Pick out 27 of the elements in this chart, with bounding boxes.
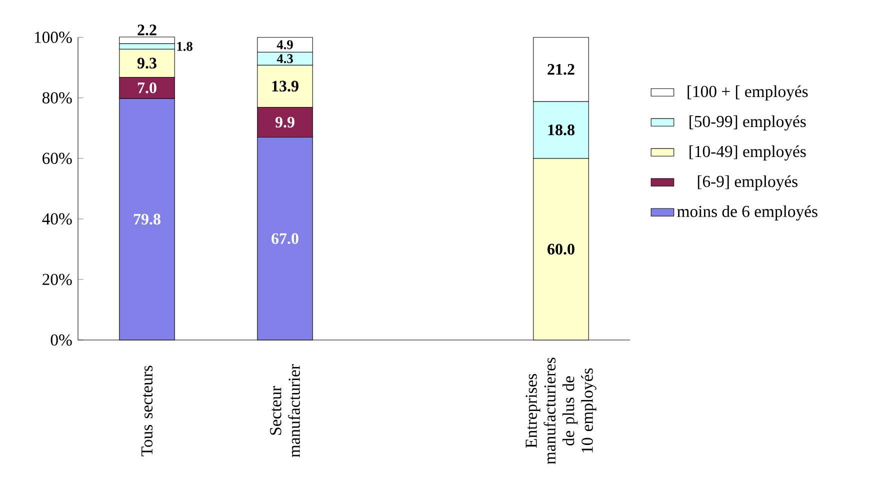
data-label: 18.8	[548, 124, 574, 136]
data-label: 60.0	[548, 244, 574, 255]
data-label: 4.3	[276, 54, 293, 64]
y-tick-label: 20%	[42, 274, 72, 286]
y-tick-label: 100%	[34, 32, 72, 43]
x-tick-label: Secteur manufacturier	[270, 364, 300, 458]
data-label: 9.9	[275, 116, 294, 128]
legend-label: moins de 6 employés	[677, 205, 818, 221]
legend-label: [50-99] employés	[690, 115, 806, 131]
y-tick-label: 80%	[42, 92, 72, 104]
data-label: 9.3	[137, 58, 156, 69]
y-tick-label: 60%	[42, 152, 72, 164]
legend-label: [6-9] employés	[698, 175, 798, 191]
data-label: 13.9	[272, 80, 298, 92]
data-label: 79.8	[134, 214, 160, 225]
x-tick-label: Entreprises manufacturieres de plus de 10 employés	[526, 358, 596, 464]
data-label: 21.2	[548, 64, 574, 75]
data-label: 2.2	[138, 24, 156, 36]
legend-label: [100 + [ employés	[688, 85, 808, 101]
x-tick-label: Tous secteurs	[141, 366, 153, 456]
data-label: 1.8	[177, 42, 192, 51]
data-label: 4.9	[276, 40, 293, 50]
y-tick-label: 40%	[42, 213, 72, 225]
legend-label: [10-49] employés	[690, 145, 806, 161]
data-label: 67.0	[272, 233, 298, 244]
y-tick-label: 0%	[50, 334, 72, 346]
data-label: 7.0	[138, 82, 156, 94]
